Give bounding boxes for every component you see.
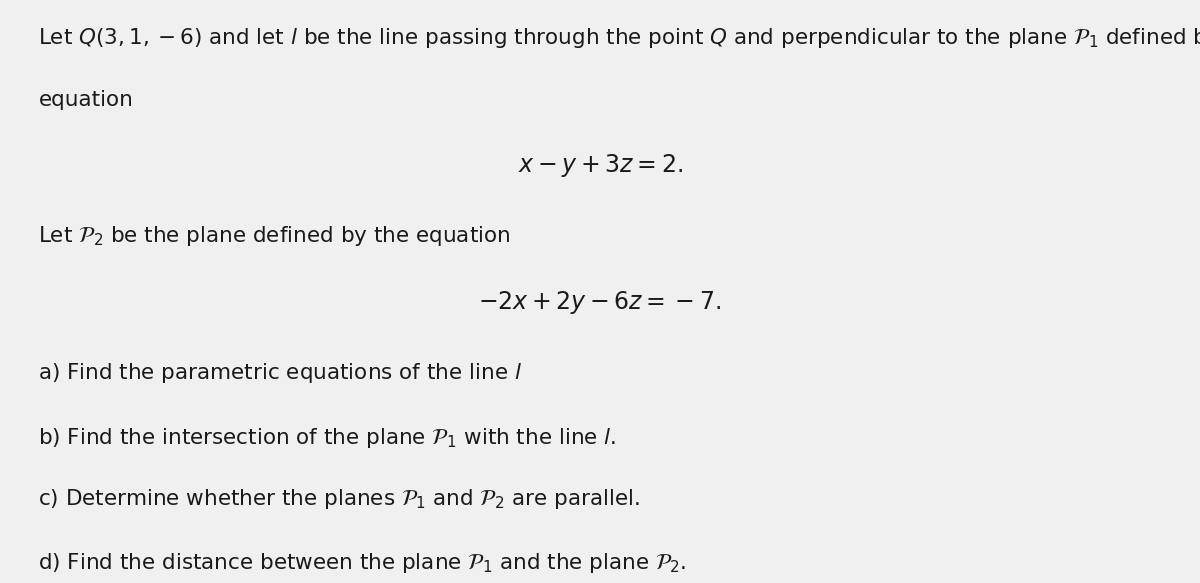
Text: $x - y + 3z = 2.$: $x - y + 3z = 2.$	[517, 152, 683, 178]
Text: equation: equation	[38, 90, 133, 110]
Text: a) Find the parametric equations of the line $l$: a) Find the parametric equations of the …	[38, 361, 522, 385]
Text: b) Find the intersection of the plane $\mathcal{P}_1$ with the line $l$.: b) Find the intersection of the plane $\…	[38, 426, 617, 449]
Text: Let $\mathcal{P}_2$ be the plane defined by the equation: Let $\mathcal{P}_2$ be the plane defined…	[38, 224, 511, 248]
Text: c) Determine whether the planes $\mathcal{P}_1$ and $\mathcal{P}_2$ are parallel: c) Determine whether the planes $\mathca…	[38, 487, 641, 511]
Text: d) Find the distance between the plane $\mathcal{P}_1$ and the plane $\mathcal{P: d) Find the distance between the plane $…	[38, 551, 686, 575]
Text: Let $Q(3,1,-6)$ and let $l$ be the line passing through the point $Q$ and perpen: Let $Q(3,1,-6)$ and let $l$ be the line …	[38, 26, 1200, 50]
Text: $-2x + 2y - 6z = -7.$: $-2x + 2y - 6z = -7.$	[479, 289, 721, 315]
